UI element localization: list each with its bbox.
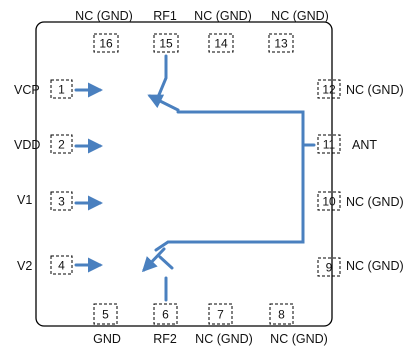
pin-1: 1: [50, 79, 73, 99]
pin-9-box: [317, 257, 341, 277]
pin-16-box: [93, 33, 119, 53]
pin-2-number: 2: [58, 138, 65, 152]
pin-9-number: 9: [326, 261, 333, 275]
pin-11: 11: [317, 134, 341, 154]
pin-11-box: [317, 134, 341, 154]
pin-8-number: 8: [278, 308, 285, 322]
pin-14: 14: [208, 33, 234, 53]
pin-6: 6: [153, 303, 178, 325]
pin-10: 10: [317, 191, 341, 211]
pin-2-label: VDD: [14, 138, 40, 152]
pin-4-box: [50, 255, 73, 275]
rf2-switch-arm: [158, 255, 174, 270]
pin-3-label: V1: [17, 193, 32, 207]
pin-6-label: RF2: [153, 332, 177, 346]
pin-3: 3: [50, 191, 73, 211]
ant-common-path: [154, 110, 305, 252]
pin-16: 16: [93, 33, 119, 53]
pin-9: 9: [317, 257, 341, 277]
rf2-switch-arrow: [141, 247, 166, 273]
pin-2-box: [50, 134, 73, 154]
pin-15-number: 15: [159, 37, 173, 51]
pin-10-number: 10: [322, 195, 336, 209]
pin-9-label: NC (GND): [346, 259, 404, 273]
pin-11-number: 11: [323, 138, 336, 152]
pin-14-box: [208, 33, 234, 53]
pin-14-number: 14: [214, 37, 228, 51]
pin-13-number: 13: [274, 37, 288, 51]
pin-8: 8: [269, 303, 294, 325]
pin-12-number: 12: [322, 83, 336, 97]
pin-6-number: 6: [162, 308, 169, 322]
pin-15-label: RF1: [153, 9, 177, 23]
pin-2: 2: [50, 134, 73, 154]
pin-15: 15: [153, 33, 179, 53]
pin-7-number: 7: [217, 308, 224, 322]
pin-4-number: 4: [58, 259, 65, 273]
pin-5-label: GND: [93, 332, 121, 346]
pin-1-box: [50, 79, 73, 99]
pin-1-label: VCP: [14, 83, 40, 97]
pin-11-label: ANT: [352, 138, 377, 152]
pin-3-number: 3: [58, 195, 65, 209]
pin-4-label: V2: [17, 259, 32, 273]
pin-8-box: [269, 303, 294, 325]
pin-12-box: [317, 79, 341, 99]
pin-5-box: [93, 303, 118, 325]
pin-7: 7: [208, 303, 233, 325]
pin-13: 13: [268, 33, 294, 53]
pin-13-label: NC (GND): [271, 9, 329, 23]
pin-15-box: [153, 33, 179, 53]
pin-6-box: [153, 303, 178, 325]
pin-14-label: NC (GND): [194, 9, 252, 23]
pin-3-box: [50, 191, 73, 211]
pin-10-box: [317, 191, 341, 211]
pin-16-number: 16: [99, 37, 113, 51]
pin-8-label: NC (GND): [270, 332, 328, 346]
pin-5-number: 5: [102, 308, 109, 322]
pin-4: 4: [50, 255, 73, 275]
pin-12: 12: [317, 79, 341, 99]
pin-7-label: NC (GND): [195, 332, 253, 346]
pin-1-number: 1: [58, 83, 65, 97]
pin-16-label: NC (GND): [75, 9, 133, 23]
package-outline: [35, 21, 333, 327]
pin-5: 5: [93, 303, 118, 325]
pin-7-box: [208, 303, 233, 325]
pin-10-label: NC (GND): [346, 195, 404, 209]
rf1-switch-arrow: [147, 94, 180, 112]
pin-13-box: [268, 33, 294, 53]
pin-12-label: NC (GND): [346, 83, 404, 97]
